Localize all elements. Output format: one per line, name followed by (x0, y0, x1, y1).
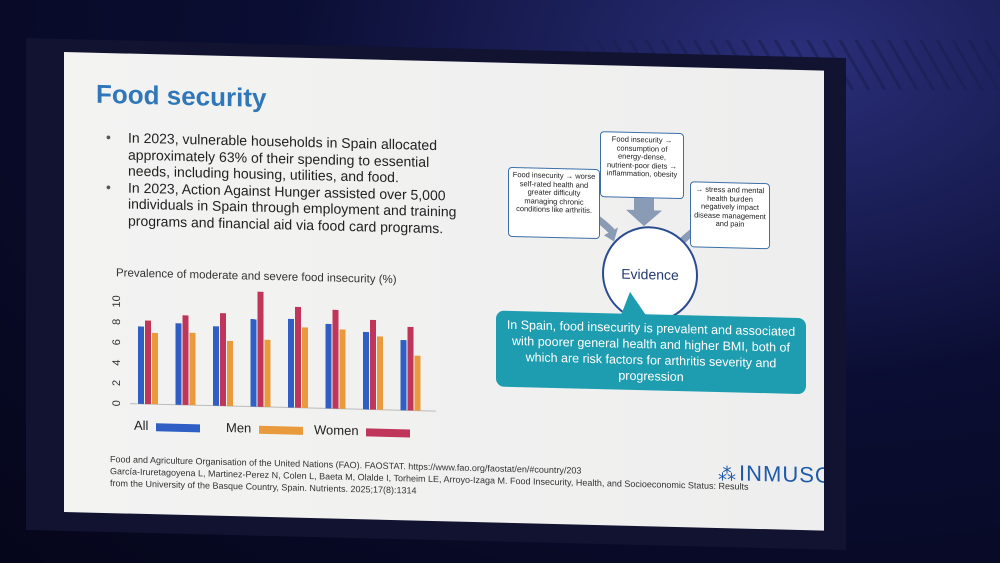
y-tick-label: 6 (111, 339, 123, 345)
arrow-left-head (604, 227, 618, 242)
y-tick-label: 8 (111, 319, 123, 325)
bar-men (339, 329, 346, 409)
bar-all (325, 323, 332, 409)
slide: Food security In 2023, vulnerable househ… (64, 52, 824, 531)
bar-all (363, 331, 369, 410)
bar-chart: 0 2 4 6 8 10 (111, 291, 436, 412)
bar-women (295, 306, 301, 408)
bar-all (288, 318, 294, 408)
bar-women (182, 315, 189, 406)
evidence-circle: Evidence (602, 225, 698, 324)
y-tick-label: 10 (111, 295, 123, 308)
bar-all (138, 326, 144, 404)
bar-women (332, 309, 339, 409)
bar-women (145, 320, 151, 405)
bar-men (189, 332, 196, 406)
bar-men (264, 339, 271, 408)
y-tick-label: 0 (111, 400, 123, 406)
bar-women (370, 319, 376, 410)
conclusion-callout: In Spain, food insecurity is prevalent a… (496, 310, 806, 395)
arrow-down (626, 197, 662, 227)
logo-text: INMUSC (739, 460, 824, 488)
bar-men (227, 340, 233, 407)
logo-icon: ⁂ (718, 463, 737, 485)
bar-men (152, 332, 158, 405)
diagram-box-stress: → stress and mental health burden negati… (690, 181, 770, 250)
bar-women (220, 313, 226, 406)
y-tick-label: 2 (111, 380, 123, 386)
y-tick-label: 4 (111, 359, 123, 365)
bar-all (213, 326, 219, 406)
inmusc-logo: ⁂INMUSC (718, 460, 824, 489)
bar-women (257, 291, 264, 407)
bar-all (250, 318, 257, 407)
bar-men (302, 327, 308, 408)
bar-men (414, 355, 421, 411)
diagram-box-health: Food insecurity → worse self-rated healt… (508, 166, 600, 240)
diagram-box-diet: Food insecurity → consumption of energy-… (600, 131, 684, 200)
bar-all (400, 339, 407, 411)
bar-all (175, 323, 182, 405)
bar-men (377, 336, 383, 410)
bar-women (407, 326, 414, 411)
